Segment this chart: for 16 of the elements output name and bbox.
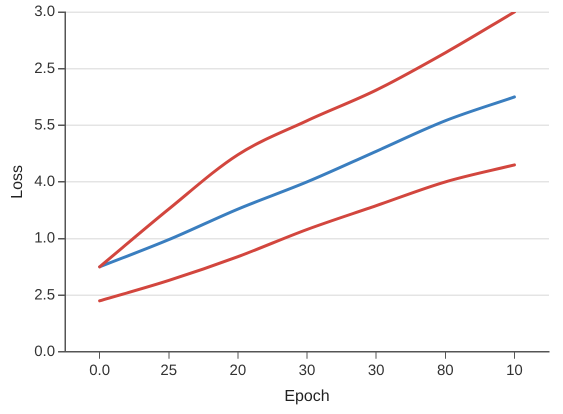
y-axis-title: Loss: [9, 165, 26, 199]
x-axis-title: Epoch: [284, 388, 330, 405]
x-tick-label: 20: [230, 362, 246, 379]
text: 2.5: [34, 60, 56, 77]
text: 3.0: [34, 3, 56, 20]
x-tick-label: 30: [298, 362, 316, 379]
text: 4.0: [34, 173, 56, 190]
text: 5.5: [34, 116, 56, 134]
text: 2.5: [34, 286, 56, 304]
text: 0.0: [34, 342, 56, 360]
x-tick-label: 25: [160, 362, 178, 379]
x-tick-label: 80: [436, 362, 454, 379]
x-tick-label: 30: [368, 362, 385, 379]
x-tick-label: 10: [506, 362, 523, 379]
text: 1.0: [34, 230, 56, 247]
x-tick-label: 0.0: [89, 362, 110, 379]
